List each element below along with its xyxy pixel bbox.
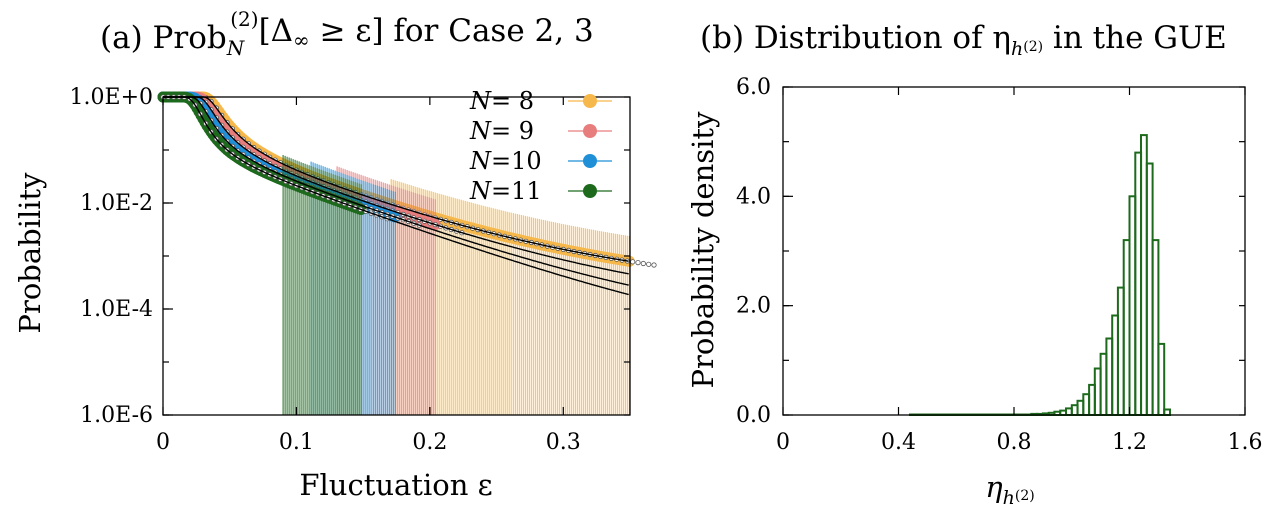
panel-b-frame	[782, 86, 1246, 416]
series-0-grey-marker-89	[635, 259, 641, 266]
x-tick-label-3: 0.3	[546, 430, 581, 455]
fit-curve-2	[163, 96, 629, 286]
b-y-tick-label-1: 2.0	[736, 294, 771, 319]
series-0-grey-marker-88	[630, 259, 636, 265]
panel-a-x-axis-label: Fluctuation ε	[299, 468, 492, 502]
b-y-tick-label-2: 4.0	[736, 184, 771, 209]
b-x-tick-label-0: 0	[776, 430, 790, 455]
y-tick-label-2: 1.0E-4	[80, 297, 153, 322]
panel-b-x-axis-label: ηh(2)	[985, 470, 1034, 508]
legend-label-3: N=11	[469, 177, 542, 205]
panel-b-y-axis-label: Probability density	[686, 111, 720, 389]
histogram-bar-44	[1163, 408, 1171, 416]
b-y-tick-label-0: 0.0	[736, 403, 771, 428]
legend-label-0: N= 8	[469, 87, 534, 115]
panel-a-plot-area	[157, 91, 657, 415]
series-0-grey-marker-91	[646, 261, 652, 267]
legend-marker-1	[583, 124, 597, 138]
fit-curve-0	[163, 96, 629, 262]
panel-b-title: (b) Distribution of ηh(2) in the GUE	[700, 20, 1227, 60]
x-tick-label-0: 0	[156, 430, 170, 455]
b-x-tick-label-4: 1.6	[1228, 430, 1263, 455]
histogram-bar-43	[1157, 342, 1166, 416]
y-tick-label-0: 1.0E+0	[70, 85, 153, 110]
b-y-tick-label-3: 6.0	[736, 75, 771, 100]
y-tick-label-1: 1.0E-2	[80, 191, 153, 216]
series-0-grey-markers	[160, 94, 657, 268]
x-tick-label-1: 0.1	[279, 430, 314, 455]
legend-marker-2	[583, 154, 597, 168]
panel-a-title: (a) ProbN(2)[Δ∞ ≥ ε] for Case 2, 3	[100, 7, 594, 60]
fit-curve-1	[163, 96, 629, 275]
legend-marker-0	[583, 94, 597, 108]
b-x-tick-label-2: 0.8	[997, 430, 1032, 455]
panel-a-legend: N= 8N= 9N=10N=11	[469, 87, 612, 205]
b-x-tick-label-3: 1.2	[1112, 430, 1147, 455]
panel-a-axes: 0 0.1 0.2 0.3 1.0E+0 1.0E-2 1.0E-4 1.0E-6	[70, 85, 631, 455]
panel-b-axes: 0 0.4 0.8 1.2 1.6 0.0 2.0 4.0 6.0	[736, 75, 1263, 455]
panel-a: (a) ProbN(2)[Δ∞ ≥ ε] for Case 2, 3 0 0.1 0…	[13, 7, 657, 502]
series-0-grey-marker-90	[640, 260, 646, 267]
panel-b: (b) Distribution of ηh(2) in the GUE 0 0.…	[686, 20, 1263, 508]
y-tick-label-3: 1.0E-6	[80, 403, 153, 428]
legend-label-2: N=10	[469, 147, 542, 175]
panel-a-y-axis-label: Probability	[13, 172, 47, 334]
legend-label-1: N= 9	[469, 117, 534, 145]
series-2	[157, 91, 401, 415]
x-tick-label-2: 0.2	[412, 430, 447, 455]
fit-curve-3	[163, 96, 629, 296]
series-3	[157, 91, 367, 415]
series-0-grey-marker-92	[651, 262, 657, 268]
legend-marker-3	[583, 184, 597, 198]
panel-b-plot-area	[909, 134, 1171, 417]
b-x-tick-label-1: 0.4	[881, 430, 916, 455]
